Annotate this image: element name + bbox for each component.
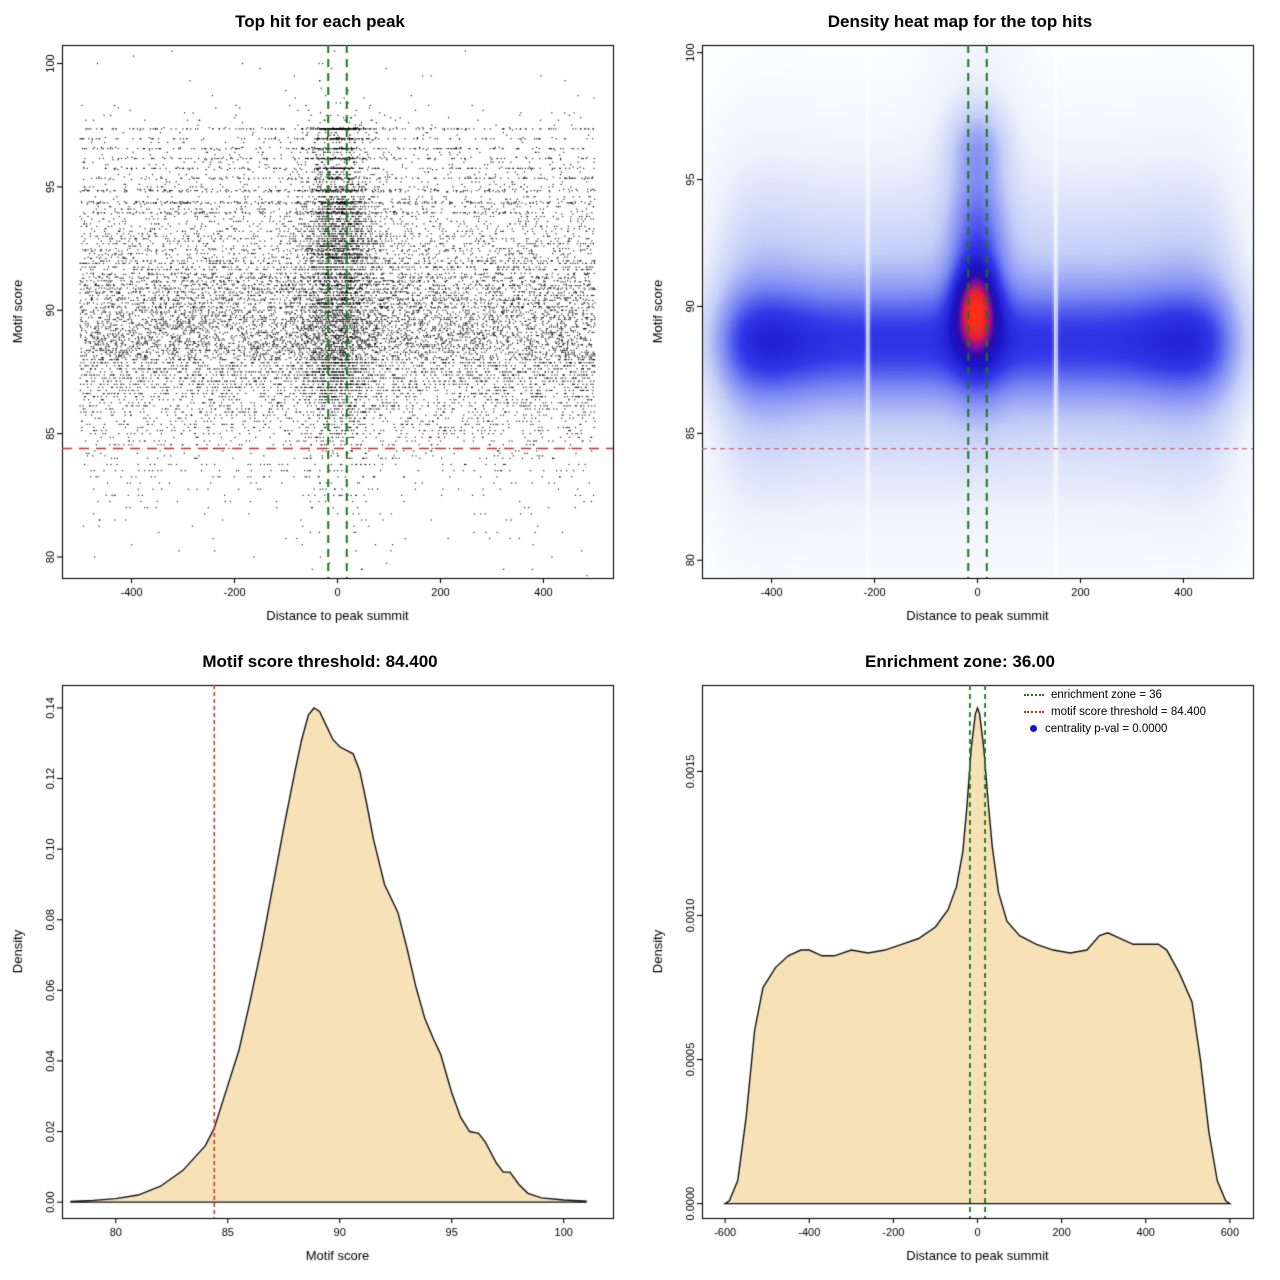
legend-label-score-threshold: motif score threshold = 84.400 — [1051, 705, 1207, 718]
heatmap-title: Density heat map for the top hits — [827, 12, 1093, 31]
legend: enrichment zone = 36 motif score thresho… — [1024, 686, 1206, 737]
enrichment-plot-title: Enrichment zone: 36.00 — [865, 652, 1055, 671]
green-dotted-line-icon — [1024, 693, 1044, 696]
blue-dot-icon — [1030, 725, 1037, 732]
scatter-plot-canvas — [0, 0, 640, 640]
legend-label-enrichment-zone: enrichment zone = 36 — [1051, 688, 1162, 701]
legend-item-score-threshold: motif score threshold = 84.400 — [1024, 703, 1206, 720]
motif-score-density-canvas — [0, 640, 640, 1280]
threshold-plot-title: Motif score threshold: 84.400 — [202, 652, 438, 671]
scatter-plot-title: Top hit for each peak — [235, 12, 405, 31]
density-heatmap-canvas — [640, 0, 1280, 640]
red-dotted-line-icon — [1024, 710, 1044, 713]
legend-item-centrality-pval: centrality p-val = 0.0000 — [1024, 720, 1206, 737]
legend-label-centrality-pval: centrality p-val = 0.0000 — [1045, 722, 1168, 735]
legend-item-enrichment-zone: enrichment zone = 36 — [1024, 686, 1206, 703]
distance-density-canvas — [640, 640, 1280, 1280]
